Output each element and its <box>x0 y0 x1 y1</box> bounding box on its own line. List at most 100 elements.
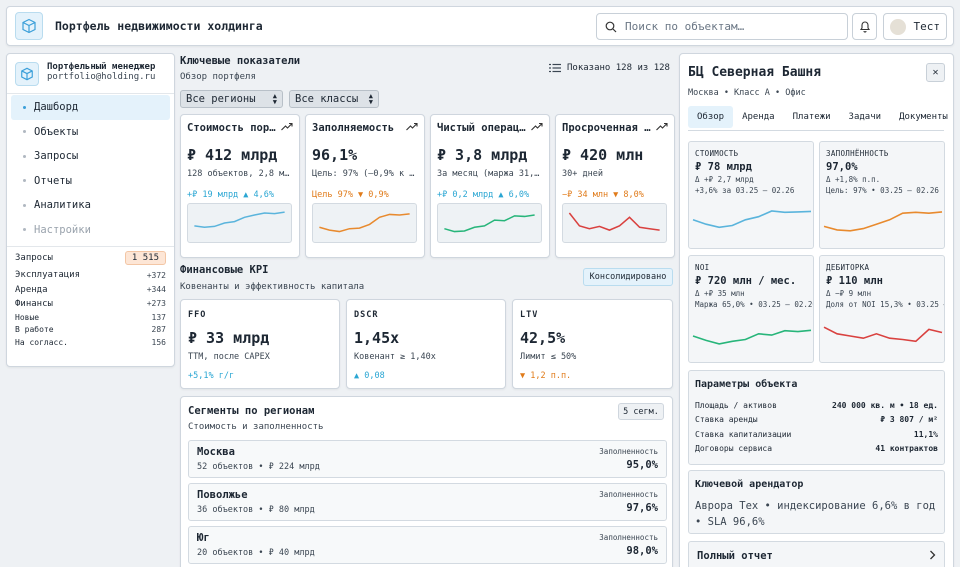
sidebar-item-label: Запросы <box>34 150 79 163</box>
class-filter-select[interactable]: Все классы ▲ ▼ <box>289 90 379 108</box>
list-icon <box>549 63 561 73</box>
kpi-card-header: Стоимость портфеля <box>187 122 293 134</box>
param-value: 240 000 кв. м • 18 ед. <box>832 400 938 410</box>
kpi-card[interactable]: Заполняемость 96,1% Цель: 97% (–0,9% к цел… <box>305 114 425 258</box>
param-label: Договоры сервиса <box>695 444 773 454</box>
divider <box>7 246 174 247</box>
status-value: 156 <box>151 337 166 347</box>
sidebar-item-analytics[interactable]: Аналитика <box>11 193 170 218</box>
category-value: +344 <box>146 285 166 295</box>
close-icon: ✕ <box>932 67 939 78</box>
sidebar-item-objects[interactable]: Объекты <box>11 120 170 145</box>
tab-payments[interactable]: Платежи <box>792 112 831 122</box>
kpi-section-subtitle: Обзор портфеля <box>180 72 256 82</box>
kpi-card-description: Цель: 97% (–0,9% к цели) <box>312 169 418 179</box>
sparkline-line <box>194 211 285 229</box>
metric-period: +3,6% за 03.25 — 02.26 <box>695 186 795 195</box>
sidebar-item-label: Отчеты <box>34 174 72 187</box>
sidebar-item-label: Аналитика <box>34 199 91 212</box>
search-input[interactable]: Поиск по объектам… <box>596 13 848 40</box>
requests-summary: Запросы 1 515 <box>7 247 174 268</box>
request-category-row: Финансы +273 <box>7 297 174 311</box>
sidebar-item-label: Настройки <box>34 223 91 236</box>
param-row: Площадь / активов 240 000 кв. м • 18 ед. <box>695 398 938 413</box>
sparkline-chart <box>823 326 943 343</box>
sidebar-item-dashboard[interactable]: Дашборд <box>11 95 170 120</box>
tab-documents[interactable]: Документы <box>899 112 948 122</box>
user-menu-button[interactable]: Тест <box>883 13 947 40</box>
trend-arrow-icon[interactable] <box>656 122 668 134</box>
metric-label: ЗАПОЛНЁННОСТЬ <box>826 149 889 158</box>
sparkline-line <box>823 326 943 343</box>
sparkline-chart <box>437 203 542 243</box>
object-tabs: Обзор Аренда Платежи Задачи Документы <box>688 106 948 131</box>
full-report-label: Полный отчет <box>697 550 773 562</box>
category-label: Аренда <box>15 284 48 295</box>
metric-label: СТОИМОСТЬ <box>695 149 739 158</box>
tab-lease[interactable]: Аренда <box>742 112 775 122</box>
segment-meta: 20 объектов • ₽ 40 млрд <box>197 548 315 558</box>
segment-row[interactable]: Москва 52 объектов • ₽ 224 млрд Заполненно… <box>188 440 667 478</box>
segment-meta: 52 объектов • ₽ 224 млрд <box>197 462 320 472</box>
segment-row[interactable]: Поволжье 36 объектов • ₽ 80 млрд Заполненн… <box>188 483 667 521</box>
category-value: +273 <box>146 299 166 309</box>
trend-arrow-icon[interactable] <box>281 122 293 134</box>
search-placeholder: Поиск по объектам… <box>625 20 745 33</box>
kpi-card-title: Чистый операционный доход <box>437 122 529 134</box>
metric-label: ДЕБИТОРКА <box>826 263 870 272</box>
metric-value: 97,0% <box>826 161 858 173</box>
kpi-card-value: 96,1% <box>312 146 358 164</box>
financial-kpi-description: TTM, после CAPEX <box>188 352 270 362</box>
metric-delta: Δ −₽ 9 млн <box>826 289 872 298</box>
notifications-button[interactable] <box>852 13 877 40</box>
request-category-row: Эксплуатация +372 <box>7 268 174 282</box>
trend-arrow-icon[interactable] <box>531 122 543 134</box>
category-label: Эксплуатация <box>15 270 81 281</box>
status-label: Новые <box>15 312 40 322</box>
close-button[interactable]: ✕ <box>926 63 945 82</box>
consolidated-badge[interactable]: Консолидировано <box>583 268 673 286</box>
manager-title: Портфельный менеджер <box>47 62 156 72</box>
segment-name: Москва <box>197 446 235 458</box>
bullet-icon <box>23 105 26 109</box>
param-value: ₽ 3 807 / м² <box>880 415 938 425</box>
trend-arrow-icon[interactable] <box>406 122 418 134</box>
kpi-card[interactable]: Чистый операционный доход ₽ 3,8 млрд За ме… <box>430 114 550 258</box>
tab-overview[interactable]: Обзор <box>688 106 734 128</box>
tab-tasks[interactable]: Задачи <box>848 112 882 122</box>
region-filter-select[interactable]: Все регионы ▲ ▼ <box>180 90 283 108</box>
kpi-card[interactable]: Стоимость портфеля ₽ 412 млрд 128 объектов… <box>180 114 300 258</box>
sparkline-chart <box>312 203 417 243</box>
full-report-button[interactable]: Полный отчет <box>688 541 945 567</box>
sidebar-item-reports[interactable]: Отчеты <box>11 169 170 194</box>
segment-row[interactable]: Юг 20 объектов • ₽ 40 млрд Заполненность 98… <box>188 526 667 564</box>
occupancy-label: Заполненность <box>599 533 658 542</box>
occupancy-value: 98,0% <box>626 545 658 557</box>
profile-cube-icon <box>15 62 39 86</box>
param-label: Ставка аренды <box>695 415 758 425</box>
financial-kpi-trend: ▼ 1,2 п.п. <box>520 371 572 381</box>
kpi-card-title: Просроченная дебиторка <box>562 122 654 134</box>
param-row: Ставка аренды ₽ 3 807 / м² <box>695 413 938 428</box>
class-filter-value: Все классы <box>295 93 359 105</box>
kpi-card-value: ₽ 3,8 млрд <box>437 146 528 164</box>
sidebar-item-settings: Настройки <box>11 218 170 243</box>
segment-name: Юг <box>197 532 210 544</box>
request-status-row: Новые 137 <box>7 311 174 323</box>
chevron-right-icon <box>929 550 936 563</box>
financial-kpi-value: 42,5% <box>520 329 566 347</box>
sparkline-line <box>823 211 943 232</box>
shown-count-text: Показано 128 из 128 <box>567 63 670 73</box>
kpi-card-value: ₽ 420 млн <box>562 146 644 164</box>
top-bar: Портфель недвижимости холдинга Поиск по … <box>6 6 954 46</box>
sidebar-item-requests[interactable]: Запросы <box>11 144 170 169</box>
metric-value: ₽ 78 млрд <box>695 161 752 173</box>
kpi-card-header: Просроченная дебиторка <box>562 122 668 134</box>
kpi-card-title: Заполняемость <box>312 122 395 134</box>
object-metric-card: СТОИМОСТЬ ₽ 78 млрд Δ +₽ 2,7 млрд +3,6% за … <box>688 141 814 249</box>
bullet-icon <box>23 179 26 183</box>
requests-count-badge: 1 515 <box>124 251 166 265</box>
kpi-card[interactable]: Просроченная дебиторка ₽ 420 млн 30+ дней −… <box>555 114 675 258</box>
segments-title: Сегменты по регионам <box>188 405 315 417</box>
profile-block: Портфельный менеджер portfolio@holding.r… <box>7 54 174 94</box>
